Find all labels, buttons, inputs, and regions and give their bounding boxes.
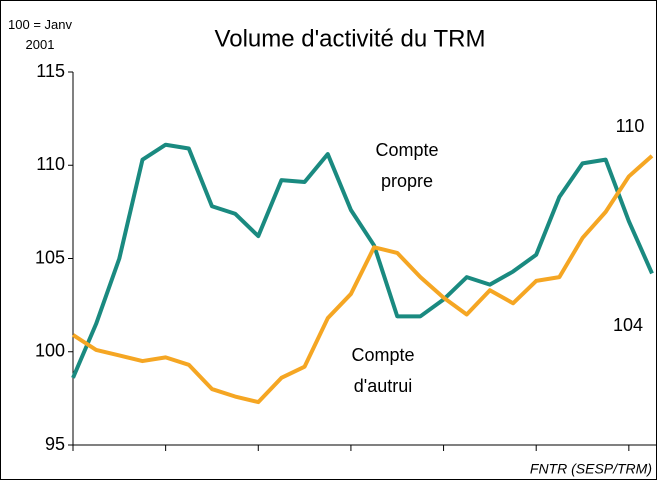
y-tick-label: 100	[35, 341, 65, 361]
series-label: Compte d'autrui	[351, 345, 415, 396]
y-tick-label: 110	[36, 154, 65, 174]
unit-note: 100 = Janv 2001	[8, 17, 72, 52]
series-line	[71, 142, 654, 379]
chart-title: Volume d'activité du TRM	[215, 25, 486, 52]
series-label: Compte propre	[375, 140, 439, 191]
y-tick-label: 105	[35, 247, 65, 267]
y-tick-label: 95	[45, 434, 65, 454]
source: FNTR (SESP/TRM)	[530, 461, 652, 477]
series-line	[71, 154, 654, 405]
end-label: 110	[616, 116, 645, 136]
end-label: 104	[613, 315, 643, 335]
y-tick-label: 115	[36, 61, 65, 81]
